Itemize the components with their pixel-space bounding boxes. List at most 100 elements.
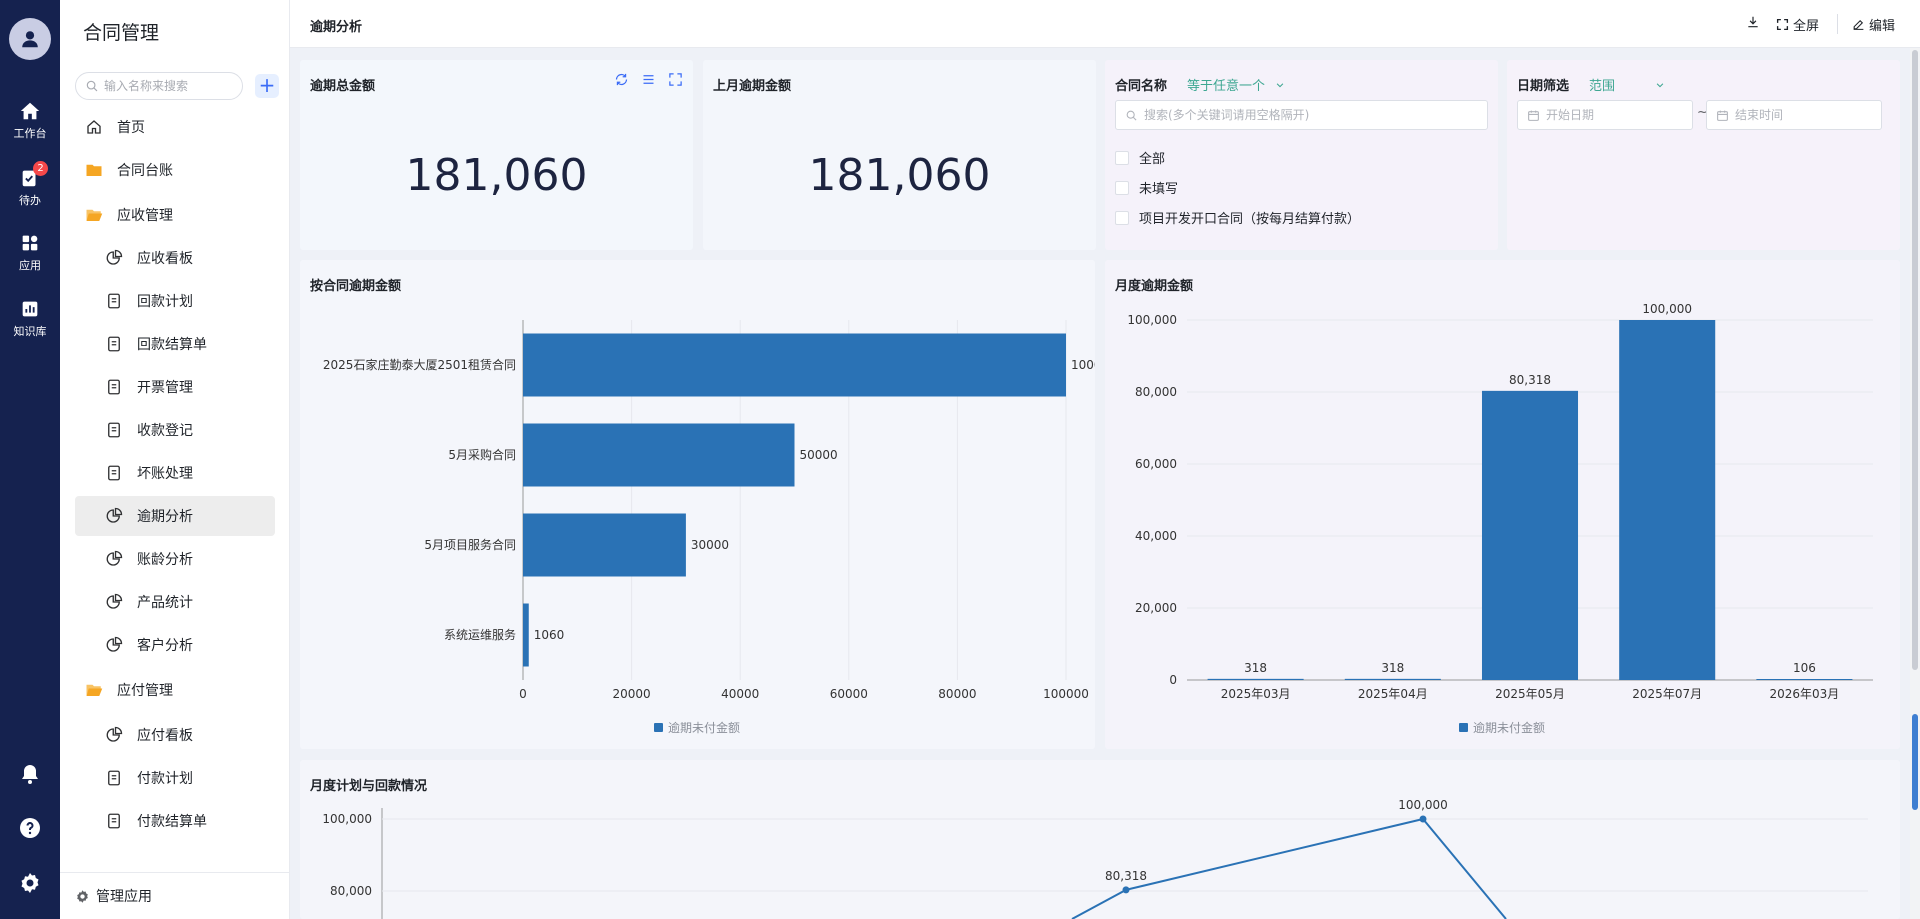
fullscreen-button[interactable]: 全屏 — [1776, 15, 1819, 34]
chart-title: 按合同逾期金额 — [310, 279, 402, 294]
x-tick-label: 2025年04月 — [1358, 687, 1428, 701]
y-tick-label: 100,000 — [322, 812, 372, 826]
data-label: 50000 — [800, 448, 838, 462]
download-button[interactable] — [1746, 15, 1764, 29]
sidebar-item-label: 应付看板 — [137, 728, 193, 744]
kpi-title: 上月逾期金额 — [713, 79, 792, 94]
option-unfilled[interactable]: 未填写 — [1115, 178, 1178, 197]
sidebar-item[interactable]: 应收管理 — [75, 195, 275, 235]
option-project-contract[interactable]: 项目开发开口合同（按每月结算付款） — [1115, 208, 1360, 227]
vertical-scrollbar[interactable] — [1910, 48, 1920, 919]
rail-item-workbench[interactable]: 工作台 — [0, 100, 60, 141]
sidebar-item[interactable]: 逾期分析 — [75, 496, 275, 536]
chart-title: 月度计划与回款情况 — [310, 779, 428, 794]
legend-swatch — [654, 723, 663, 732]
sidebar-item[interactable]: 应付管理 — [75, 670, 275, 710]
x-tick-label: 80000 — [938, 687, 976, 701]
date-separator: ~ — [1697, 105, 1708, 120]
y-tick-label: 5月项目服务合同 — [424, 537, 516, 552]
filter-operator-select[interactable]: 等于任意一个 — [1187, 75, 1285, 94]
kpi-title: 逾期总金额 — [310, 79, 376, 94]
sidebar-item[interactable]: 回款计划 — [75, 281, 275, 321]
x-tick-label: 100000 — [1043, 687, 1089, 701]
rail-item-knowledge[interactable]: 知识库 — [0, 298, 60, 339]
checkbox[interactable] — [1115, 150, 1129, 165]
sidebar-item[interactable]: 应收看板 — [75, 238, 275, 278]
add-button[interactable]: + — [255, 74, 279, 98]
pie-chart-icon — [106, 507, 123, 523]
data-label: 318 — [1244, 661, 1267, 675]
sidebar-item[interactable]: 回款结算单 — [75, 324, 275, 364]
edit-button[interactable]: 编辑 — [1852, 15, 1895, 34]
sidebar-item-label: 逾期分析 — [137, 509, 193, 525]
bell-icon[interactable] — [18, 762, 42, 786]
y-tick-label: 2025石家庄勤泰大厦2501租赁合同 — [323, 357, 516, 372]
app-sidebar: 合同管理 输入名称来搜索 + 首页 合同台账 应收管理 应收看板 回款计划 回款结算单 开票… — [60, 0, 290, 919]
checkbox[interactable] — [1115, 180, 1129, 195]
option-all[interactable]: 全部 — [1115, 148, 1165, 167]
menu-icon[interactable] — [641, 72, 656, 87]
sidebar-item-label: 产品统计 — [137, 595, 193, 611]
calendar-icon — [1528, 110, 1539, 121]
y-tick-label: 20,000 — [1135, 601, 1177, 615]
sidebar-item[interactable]: 首页 — [75, 107, 275, 147]
sidebar-item[interactable]: 付款结算单 — [75, 801, 275, 841]
y-tick-label: 100,000 — [1127, 313, 1177, 327]
menu-search-input[interactable]: 输入名称来搜索 — [75, 72, 243, 100]
legend-swatch — [1459, 723, 1468, 732]
help-icon[interactable] — [18, 816, 42, 840]
pie-chart-icon — [106, 726, 123, 742]
document-icon — [108, 770, 120, 786]
sidebar-item[interactable]: 合同台账 — [75, 150, 275, 190]
contract-search-input[interactable]: 搜索(多个关键词请用空格隔开) — [1115, 100, 1488, 130]
data-label: 106 — [1793, 661, 1816, 675]
line-chart: 80,000 100,000 80,318 100,000 — [322, 798, 1868, 919]
y-tick-label: 60,000 — [1135, 457, 1177, 471]
manage-app-button[interactable]: 管理应用 — [60, 872, 290, 919]
settings-icon[interactable] — [18, 871, 42, 895]
legend: 逾期未付金额 — [654, 720, 740, 735]
y-tick-label: 80,000 — [1135, 385, 1177, 399]
checkbox[interactable] — [1115, 210, 1129, 225]
rail-item-todo[interactable]: 2 待办 — [0, 161, 60, 208]
filter-title: 日期筛选 — [1517, 79, 1570, 94]
sidebar-item[interactable]: 应付看板 — [75, 715, 275, 755]
bar — [523, 603, 529, 667]
sidebar-item[interactable]: 坏账处理 — [75, 453, 275, 493]
bar — [1207, 678, 1304, 680]
knowledge-icon — [22, 301, 38, 317]
sidebar-item[interactable]: 产品统计 — [75, 582, 275, 622]
start-date-input[interactable]: 开始日期 — [1517, 100, 1693, 130]
sidebar-item[interactable]: 账龄分析 — [75, 539, 275, 579]
search-icon — [1126, 110, 1137, 121]
legend-label: 逾期未付金额 — [1473, 720, 1545, 735]
bar — [523, 333, 1066, 397]
chart-card-by-contract: 按合同逾期金额 0 20000 40000 60000 80000 100000 2025石… — [300, 260, 1095, 749]
pie-chart-icon — [106, 593, 123, 609]
end-date-input[interactable]: 结束时间 — [1706, 100, 1882, 130]
sidebar-item[interactable]: 付款计划 — [75, 758, 275, 798]
date-operator-select[interactable]: 范围 — [1589, 75, 1665, 94]
bar — [1756, 679, 1853, 680]
kpi-card-total-overdue: 逾期总金额 181,060 — [300, 60, 693, 250]
sidebar-item[interactable]: 客户分析 — [75, 625, 275, 665]
sidebar-item[interactable]: 收款登记 — [75, 410, 275, 450]
sidebar-item[interactable]: 开票管理 — [75, 367, 275, 407]
document-icon — [108, 379, 120, 395]
y-tick-label: 0 — [1169, 673, 1177, 687]
sidebar-item-label: 付款结算单 — [137, 814, 207, 830]
apps-icon — [22, 235, 38, 251]
scrollbar-thumb[interactable] — [1912, 50, 1918, 670]
chevron-down-icon — [1276, 83, 1284, 88]
rail-item-apps[interactable]: 应用 — [0, 232, 60, 273]
data-label: 80,318 — [1105, 869, 1147, 883]
download-icon — [1748, 16, 1758, 28]
x-tick-label: 40000 — [721, 687, 759, 701]
contract-filter-card: 合同名称 等于任意一个 搜索(多个关键词请用空格隔开) 全部 未填写 项目开发开… — [1105, 60, 1498, 250]
line-point — [1122, 886, 1130, 894]
filter-title: 合同名称 — [1115, 79, 1168, 94]
avatar[interactable] — [9, 18, 51, 60]
data-label: 30000 — [691, 538, 729, 552]
expand-icon[interactable] — [668, 72, 683, 87]
refresh-icon[interactable] — [614, 72, 629, 87]
